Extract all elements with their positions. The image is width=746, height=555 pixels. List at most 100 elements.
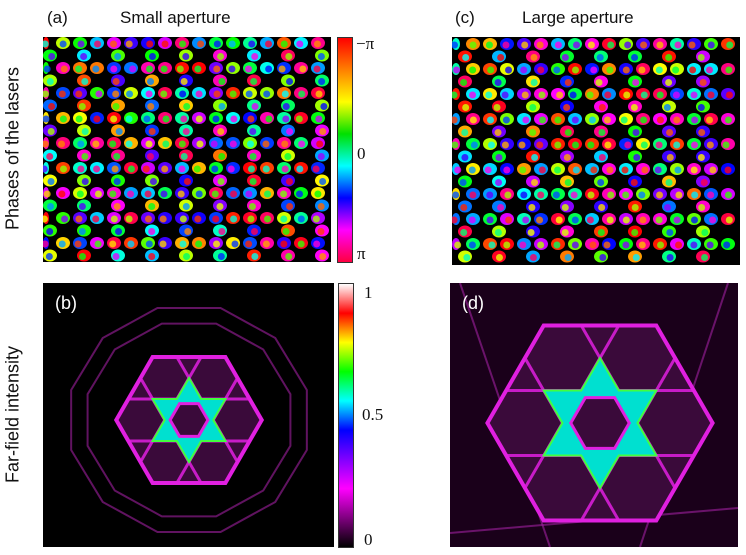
laser-dot	[704, 63, 718, 75]
laser-dot	[602, 38, 616, 50]
laser-dot	[192, 62, 206, 74]
laser-dot	[594, 250, 608, 263]
laser-dot	[107, 62, 121, 74]
laser-dot	[111, 249, 125, 262]
laser-dot	[619, 213, 633, 225]
laser-dot	[179, 174, 193, 187]
laser-dot	[175, 187, 189, 199]
laser-dot	[294, 187, 308, 199]
laser-dot	[145, 199, 159, 212]
laser-dot	[517, 138, 531, 150]
laser-dot	[492, 75, 506, 88]
laser-dot	[56, 187, 70, 199]
laser-dot	[73, 162, 87, 174]
laser-dot	[124, 137, 138, 149]
laser-dot	[721, 63, 735, 75]
laser-dot	[179, 74, 193, 87]
phase-tick-zero: 0	[357, 144, 366, 163]
laser-dot	[247, 174, 261, 187]
laser-dot	[56, 37, 70, 49]
laser-dot	[247, 149, 261, 162]
laser-dot	[458, 150, 472, 163]
laser-dot	[179, 224, 193, 237]
laser-dot	[687, 138, 701, 150]
laser-dot	[560, 100, 574, 113]
laser-dot	[90, 137, 104, 149]
laser-dot	[175, 112, 189, 124]
laser-dot	[77, 124, 91, 137]
laser-dot	[662, 100, 676, 113]
laser-dot	[466, 138, 480, 150]
laser-dot	[534, 38, 548, 50]
laser-dot	[662, 50, 676, 63]
laser-dot	[158, 137, 172, 149]
laser-dot	[77, 149, 91, 162]
laser-dot	[141, 187, 155, 199]
laser-dot	[452, 38, 460, 50]
laser-dot	[594, 75, 608, 88]
laser-dot	[670, 188, 684, 200]
laser-dot	[213, 74, 227, 87]
laser-dot	[500, 138, 514, 150]
laser-dot	[696, 75, 710, 88]
laser-dot	[628, 225, 642, 238]
laser-dot	[294, 37, 308, 49]
laser-dot	[107, 187, 121, 199]
laser-dot	[636, 213, 650, 225]
laser-dot	[158, 187, 172, 199]
laser-dot	[311, 87, 325, 99]
laser-dot	[277, 37, 291, 49]
laser-dot	[294, 112, 308, 124]
laser-dot	[653, 188, 667, 200]
laser-dot	[452, 163, 462, 175]
laser-dot	[260, 112, 274, 124]
laser-dot	[158, 62, 172, 74]
laser-dot	[526, 75, 540, 88]
laser-dot	[213, 199, 227, 212]
laser-dot	[243, 112, 257, 124]
laser-dot	[213, 124, 227, 137]
laser-dot	[483, 88, 497, 100]
laser-dot	[662, 150, 676, 163]
laser-dot	[653, 113, 667, 125]
laser-dot	[628, 50, 642, 63]
laser-dot	[281, 224, 295, 237]
laser-dot	[551, 63, 565, 75]
laser-dot	[568, 63, 582, 75]
laser-dot	[277, 162, 291, 174]
laser-dot	[73, 237, 87, 249]
laser-dot	[56, 212, 70, 224]
laser-dot	[315, 74, 329, 87]
laser-dot	[534, 88, 548, 100]
laser-dot	[500, 213, 514, 225]
laser-dot	[696, 50, 710, 63]
laser-dot	[551, 138, 565, 150]
laser-dot	[636, 63, 650, 75]
laser-dot	[526, 125, 540, 138]
laser-dot	[568, 88, 582, 100]
laser-dot	[585, 163, 599, 175]
laser-dot	[568, 213, 582, 225]
laser-dot	[568, 163, 582, 175]
laser-dot	[662, 125, 676, 138]
laser-dot	[452, 238, 462, 250]
laser-dot	[458, 100, 472, 113]
laser-dot	[179, 149, 193, 162]
laser-dot	[687, 163, 701, 175]
laser-dot	[209, 137, 223, 149]
laser-dot	[260, 212, 274, 224]
laser-dot	[281, 124, 295, 137]
laser-dot	[551, 163, 565, 175]
laser-dot	[653, 63, 667, 75]
laser-dot	[294, 62, 308, 74]
laser-dot	[704, 113, 718, 125]
laser-dot	[466, 213, 480, 225]
laser-dot	[277, 137, 291, 149]
laser-dot	[551, 213, 565, 225]
laser-dot	[145, 49, 159, 62]
laser-dot	[452, 188, 460, 200]
laser-dot	[43, 112, 50, 124]
laser-dot	[226, 137, 240, 149]
laser-dot	[56, 62, 70, 74]
laser-dot	[209, 37, 223, 49]
